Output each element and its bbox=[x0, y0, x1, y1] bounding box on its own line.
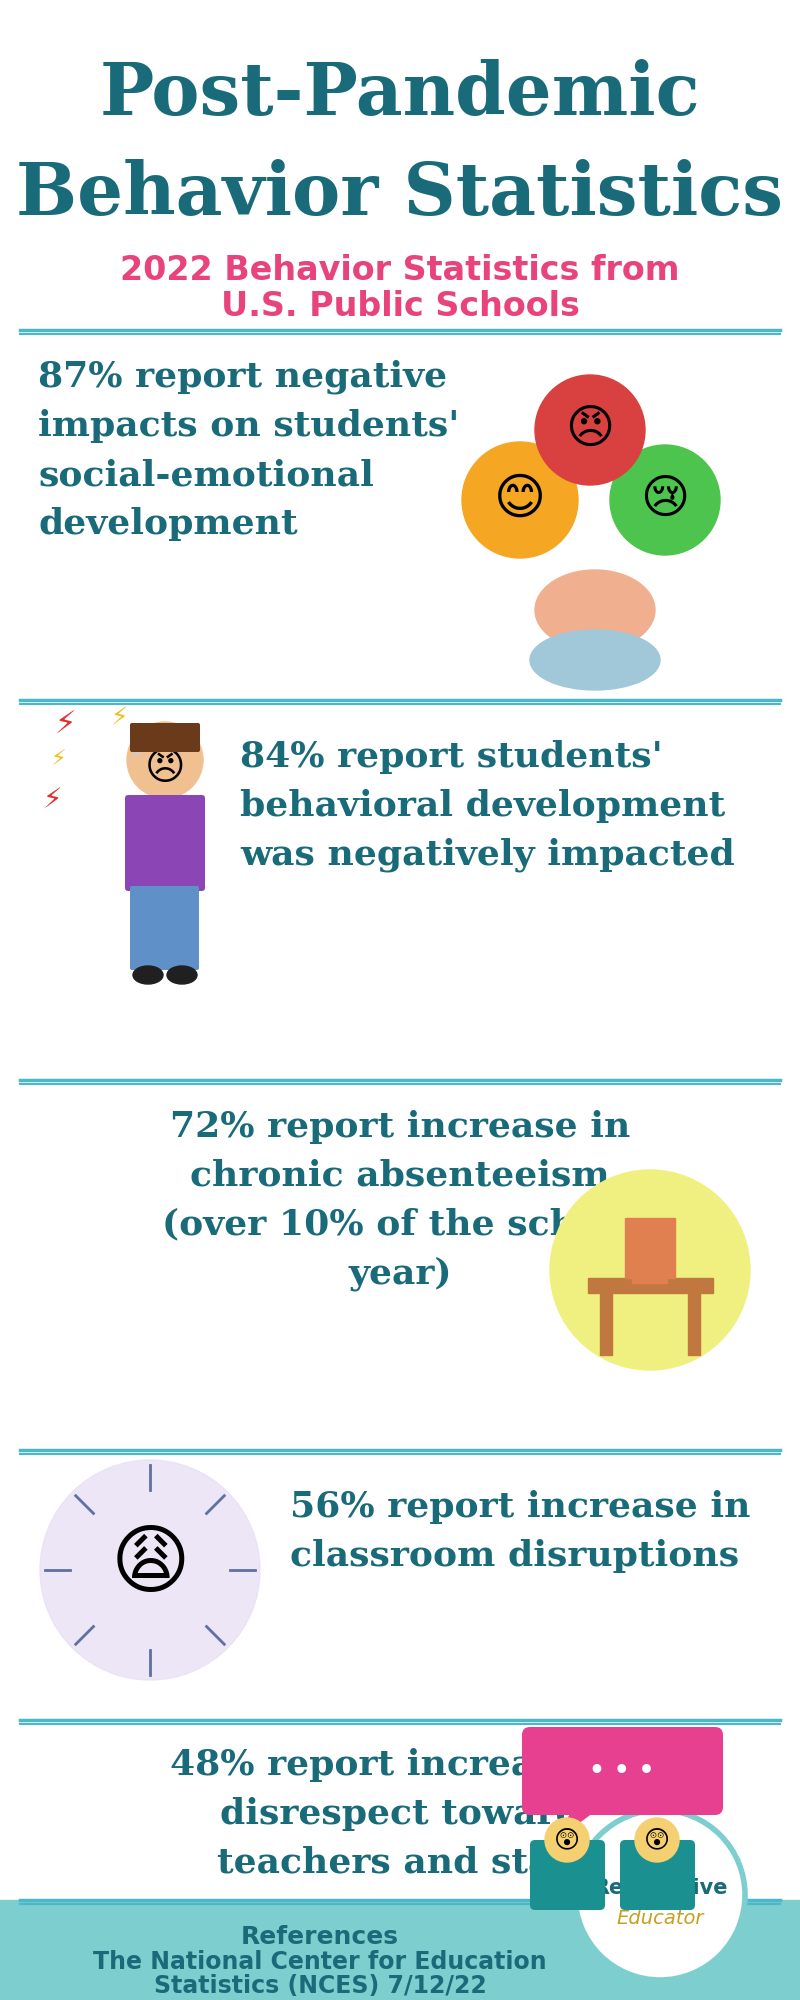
FancyBboxPatch shape bbox=[620, 1840, 695, 1910]
Bar bbox=[0, 1900, 800, 2000]
Circle shape bbox=[610, 446, 720, 554]
Text: 😲: 😲 bbox=[644, 1828, 670, 1852]
Text: ⚡: ⚡ bbox=[111, 706, 129, 730]
Text: The: The bbox=[640, 1852, 680, 1872]
Circle shape bbox=[535, 376, 645, 484]
Text: 😠: 😠 bbox=[566, 408, 614, 452]
Ellipse shape bbox=[167, 966, 197, 984]
Text: Behavior Statistics: Behavior Statistics bbox=[17, 160, 783, 230]
Text: 😩: 😩 bbox=[110, 1528, 190, 1602]
Text: Statistics (NCES) 7/12/22: Statistics (NCES) 7/12/22 bbox=[154, 1974, 486, 1998]
Text: Responsive: Responsive bbox=[593, 1878, 727, 1898]
Circle shape bbox=[635, 1818, 679, 1862]
Text: References: References bbox=[241, 1924, 399, 1948]
Ellipse shape bbox=[133, 966, 163, 984]
Text: 84% report students'
behavioral development
was negatively impacted: 84% report students' behavioral developm… bbox=[240, 740, 734, 872]
Ellipse shape bbox=[535, 570, 655, 650]
Text: Post-Pandemic: Post-Pandemic bbox=[100, 60, 700, 130]
Circle shape bbox=[127, 722, 203, 798]
Text: 2022 Behavior Statistics from: 2022 Behavior Statistics from bbox=[120, 254, 680, 286]
Text: ⚡: ⚡ bbox=[42, 786, 62, 814]
Bar bbox=[688, 1290, 700, 1356]
Text: 😢: 😢 bbox=[640, 478, 690, 522]
Text: ⚡: ⚡ bbox=[127, 744, 143, 764]
FancyBboxPatch shape bbox=[522, 1726, 723, 1816]
Bar bbox=[600, 1290, 612, 1356]
Circle shape bbox=[545, 1818, 589, 1862]
Circle shape bbox=[550, 1170, 750, 1370]
Text: 😊: 😊 bbox=[494, 476, 546, 524]
FancyBboxPatch shape bbox=[130, 722, 200, 752]
Text: Educator: Educator bbox=[616, 1908, 704, 1928]
FancyBboxPatch shape bbox=[530, 1840, 605, 1910]
Ellipse shape bbox=[530, 630, 660, 690]
Text: 72% report increase in
chronic absenteeism
(over 10% of the school
year): 72% report increase in chronic absenteei… bbox=[162, 1110, 638, 1292]
Bar bbox=[625, 1218, 675, 1278]
Circle shape bbox=[40, 1460, 260, 1680]
Text: 48% report increase in
disrespect toward
teachers and staff: 48% report increase in disrespect toward… bbox=[170, 1748, 630, 1880]
Circle shape bbox=[575, 1810, 745, 1980]
Bar bbox=[632, 1276, 667, 1284]
Bar bbox=[588, 1278, 713, 1294]
Text: • • •: • • • bbox=[590, 1760, 654, 1784]
Text: 😠: 😠 bbox=[145, 748, 186, 786]
Circle shape bbox=[462, 442, 578, 558]
Polygon shape bbox=[555, 1808, 600, 1840]
Text: ⚡: ⚡ bbox=[50, 750, 66, 770]
Text: 56% report increase in
classroom disruptions: 56% report increase in classroom disrupt… bbox=[290, 1490, 750, 1572]
FancyBboxPatch shape bbox=[130, 886, 199, 970]
Text: ⚡: ⚡ bbox=[54, 710, 76, 740]
Text: U.S. Public Schools: U.S. Public Schools bbox=[221, 290, 579, 324]
Text: The National Center for Education: The National Center for Education bbox=[93, 1950, 547, 1974]
FancyBboxPatch shape bbox=[125, 794, 205, 892]
Text: 87% report negative
impacts on students'
social-emotional
development: 87% report negative impacts on students'… bbox=[38, 360, 459, 542]
Text: 😲: 😲 bbox=[554, 1828, 580, 1852]
